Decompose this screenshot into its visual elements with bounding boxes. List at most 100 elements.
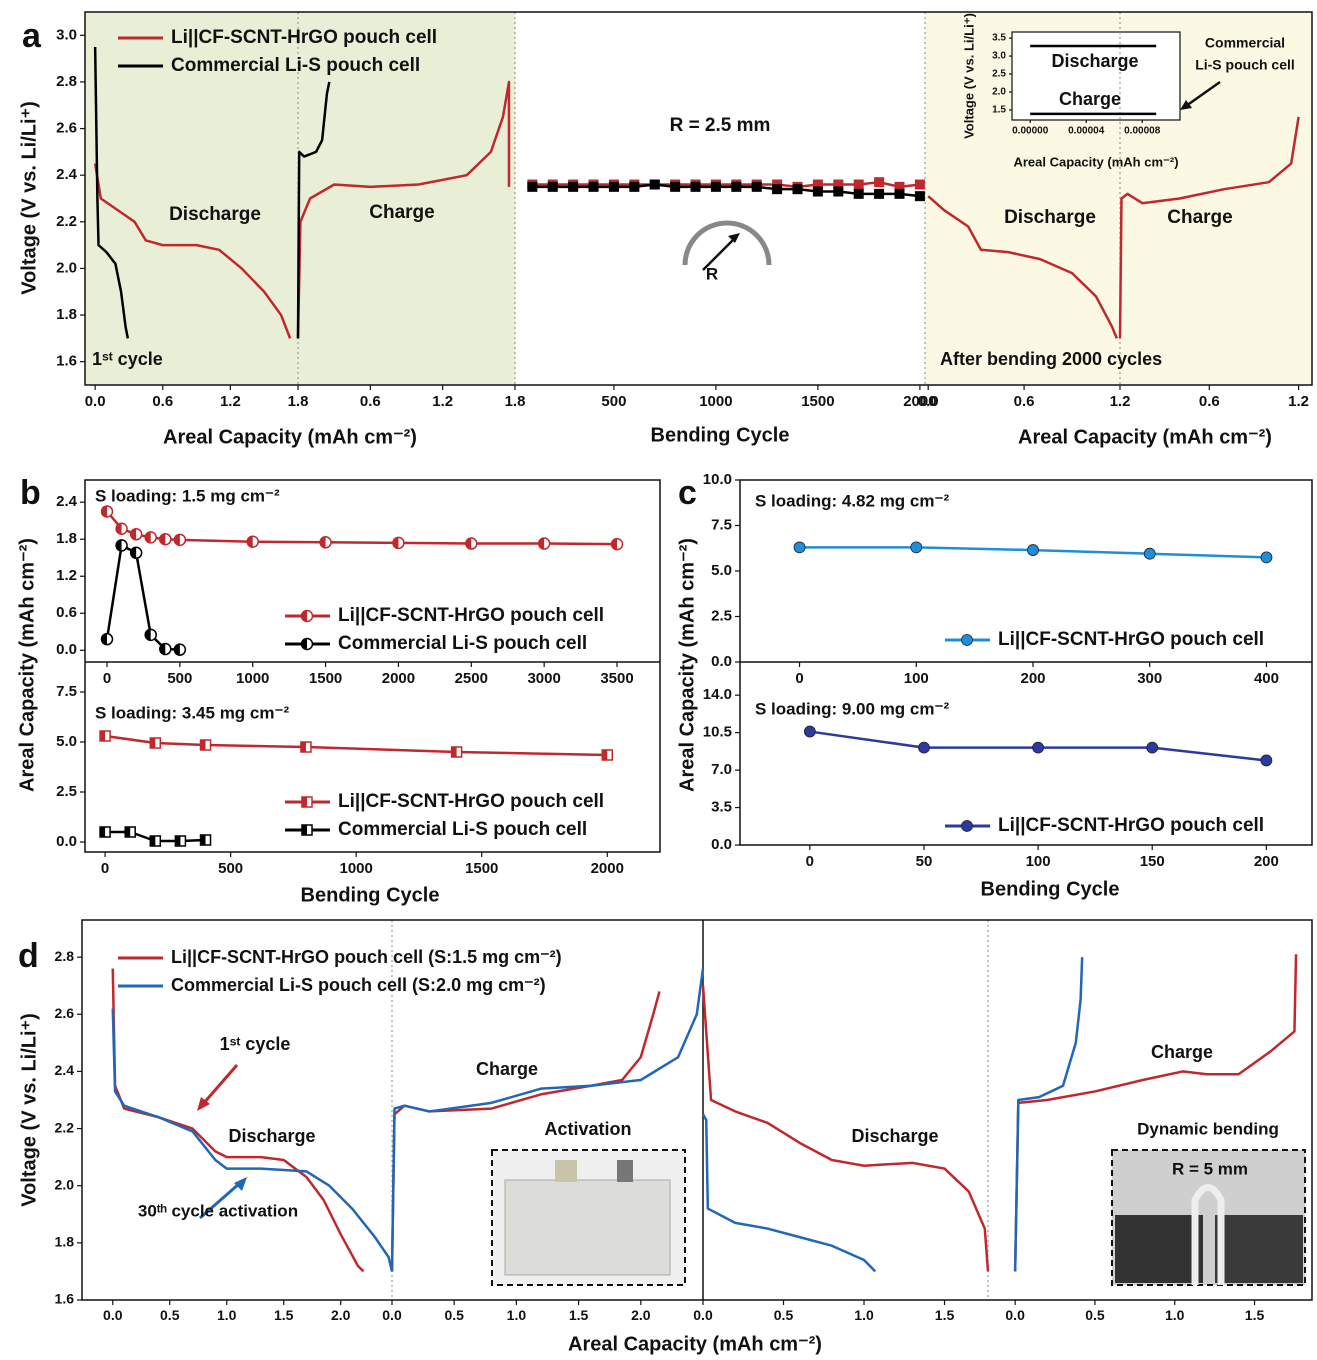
marker	[793, 184, 803, 194]
data-line	[113, 969, 364, 1272]
marker	[1028, 545, 1039, 556]
x-tick-label: 1.5	[569, 1307, 589, 1323]
annotation: 1ˢᵗ cycle	[92, 349, 163, 369]
x-tick-label: 1500	[309, 670, 342, 687]
y-tick-label: 10.0	[703, 471, 732, 488]
y-tick-label: 2.5	[992, 69, 1006, 80]
x-tick-label: 0.00008	[1124, 126, 1161, 137]
panel-label: c	[678, 474, 697, 512]
marker	[962, 821, 973, 832]
annotation: Discharge	[169, 204, 261, 225]
y-tick-label: 7.5	[56, 683, 77, 700]
x-tick-label: 1.8	[505, 393, 526, 410]
marker-half	[602, 750, 607, 760]
x-tick-label: 2.0	[631, 1307, 651, 1323]
y-tick-label: 1.2	[56, 567, 77, 584]
y-axis-label: Voltage (V vs. Li/Li⁺)	[18, 101, 40, 295]
marker-half	[125, 827, 130, 837]
y-tick-label: 2.4	[55, 1062, 75, 1078]
x-tick-label: 0	[806, 853, 814, 870]
x-tick-label: 0	[103, 670, 111, 687]
y-tick-label: 1.5	[992, 105, 1006, 116]
x-tick-label: 0.6	[1199, 393, 1220, 410]
y-tick-label: 3.5	[992, 33, 1006, 44]
y-tick-label: 5.0	[56, 733, 77, 750]
marker-half	[150, 738, 155, 748]
x-axis-label: Bending Cycle	[651, 424, 790, 446]
marker-half	[302, 825, 307, 835]
marker	[962, 635, 973, 646]
data-line	[703, 1114, 875, 1271]
x-tick-label: 1.8	[288, 393, 309, 410]
marker-half	[201, 740, 206, 750]
marker	[711, 182, 721, 192]
annotation: Charge	[1167, 207, 1232, 228]
marker	[650, 180, 660, 190]
x-tick-label: 100	[1026, 853, 1051, 870]
legend-label: Commercial Li-S pouch cell (S:2.0 mg cm⁻…	[171, 975, 546, 995]
y-tick-label: 2.0	[55, 1176, 75, 1192]
x-tick-label: 1500	[465, 860, 498, 877]
x-tick-label: 3500	[600, 670, 633, 687]
y-tick-label: 0.0	[56, 641, 77, 658]
y-tick-label: 2.5	[56, 783, 77, 800]
x-axis-label: Areal Capacity (mAh cm⁻²)	[163, 426, 417, 448]
y-tick-label: 7.5	[711, 516, 732, 533]
y-tick-label: 2.0	[56, 259, 77, 276]
marker	[772, 184, 782, 194]
x-tick-label: 200	[1254, 853, 1279, 870]
page: 0.00.61.21.81.61.82.02.22.42.62.83.0Area…	[0, 0, 1317, 1360]
marker	[854, 180, 864, 190]
x-tick-label: 1.2	[1288, 393, 1309, 410]
bend-arc	[685, 223, 769, 265]
y-tick-label: 7.0	[711, 761, 732, 778]
y-tick-label: 14.0	[703, 686, 732, 703]
y-tick-label: 10.5	[703, 724, 732, 741]
annotation: Li-S pouch cell	[1195, 57, 1295, 73]
annotation: 30ᵗʰ cycle activation	[138, 1201, 298, 1220]
x-tick-label: 0.6	[360, 393, 381, 410]
y-tick-label: 3.5	[711, 799, 732, 816]
x-axis-label: Bending Cycle	[981, 878, 1120, 900]
x-tick-label: 0.0	[1005, 1307, 1025, 1323]
marker	[794, 542, 805, 553]
y-tick-label: 2.0	[992, 87, 1006, 98]
marker	[1144, 548, 1155, 559]
x-tick-label: 300	[1137, 670, 1162, 687]
marker-half	[301, 742, 306, 752]
panel-label: d	[18, 937, 39, 975]
figure: 0.00.61.21.81.61.82.02.22.42.62.83.0Area…	[0, 0, 1317, 1360]
marker	[874, 177, 884, 187]
marker	[895, 189, 905, 199]
x-tick-label: 0.00000	[1012, 126, 1049, 137]
x-tick-label: 100	[904, 670, 929, 687]
marker	[731, 182, 741, 192]
marker	[691, 182, 701, 192]
y-tick-label: 2.2	[55, 1119, 75, 1135]
marker	[874, 189, 884, 199]
x-tick-label: 1000	[339, 860, 372, 877]
photo-activation	[492, 1150, 685, 1285]
annotation: R = 5 mm	[1172, 1159, 1248, 1178]
marker-half	[175, 836, 180, 846]
marker	[670, 182, 680, 192]
y-tick-label: 2.6	[56, 120, 77, 137]
y-tick-label: 0.0	[711, 653, 732, 670]
legend-label: Li||CF-SCNT-HrGO pouch cell	[171, 27, 437, 48]
y-tick-label: 2.2	[56, 213, 77, 230]
x-tick-label: 1.0	[217, 1307, 237, 1323]
legend-label: Li||CF-SCNT-HrGO pouch cell (S:1.5 mg cm…	[171, 947, 562, 967]
x-tick-label: 0.00004	[1068, 126, 1105, 137]
x-tick-label: 0.0	[85, 393, 106, 410]
x-tick-label: 0	[101, 860, 109, 877]
y-tick-label: 1.8	[55, 1234, 75, 1250]
x-tick-label: 1000	[699, 393, 732, 410]
x-tick-label: 0.6	[152, 393, 173, 410]
x-tick-label: 2000	[382, 670, 415, 687]
legend-label: Li||CF-SCNT-HrGO pouch cell	[338, 605, 604, 626]
y-tick-label: 2.5	[711, 607, 732, 624]
x-tick-label: 2500	[455, 670, 488, 687]
marker	[915, 191, 925, 201]
x-tick-label: 2000	[591, 860, 624, 877]
marker	[1033, 742, 1044, 753]
